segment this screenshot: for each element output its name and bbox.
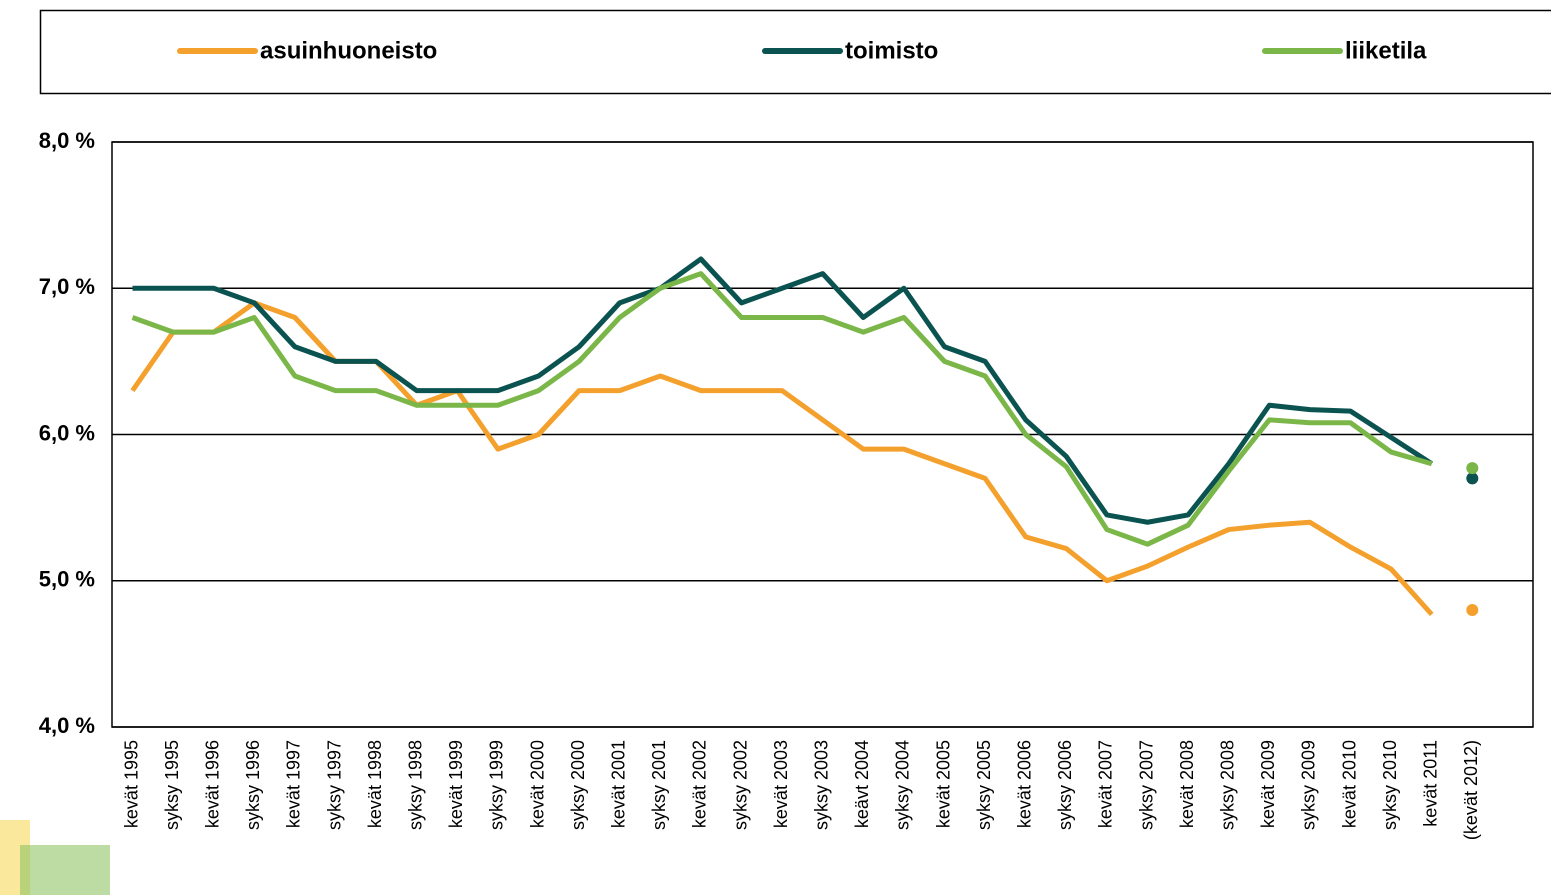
x-tick-label: kevät 2005 — [933, 740, 953, 828]
x-tick-label: syksy 1995 — [162, 740, 182, 830]
x-tick-label: kevät 1997 — [284, 740, 304, 828]
x-tick-label: syksy 2001 — [649, 740, 669, 830]
x-tick-label: syksy 2005 — [974, 740, 994, 830]
line — [131, 271, 1433, 547]
x-tick-label: syksy 2008 — [1217, 740, 1237, 830]
x-tick-label: kevät 2003 — [771, 740, 791, 828]
x-tick-label: kevät 2008 — [1177, 740, 1197, 828]
y-tick-label: 4,0 % — [39, 713, 95, 738]
x-tick-label: keävt 2004 — [852, 740, 872, 828]
point — [1466, 604, 1479, 616]
line — [132, 256, 1434, 525]
x-tick-label: kevät 2010 — [1339, 740, 1359, 828]
x-tick-label: kevät 1996 — [202, 740, 222, 828]
x-tick-label: kevät 2001 — [608, 740, 628, 828]
x-tick-label: kevät 1999 — [446, 740, 466, 828]
x-tick-label: kevät 2000 — [527, 740, 547, 828]
x-tick-label: syksy 2007 — [1136, 740, 1156, 830]
x-tick-label: (kevät 2012) — [1461, 740, 1481, 840]
x-tick-label: syksy 2009 — [1299, 740, 1319, 830]
y-tick-label: 6,0 % — [39, 420, 95, 445]
x-tick-label: kevät 2002 — [690, 740, 710, 828]
x-tick-label: kevät 1998 — [365, 740, 385, 828]
x-tick-label: kevät 1995 — [121, 740, 141, 828]
x-tick-label: syksy 2004 — [893, 740, 913, 830]
x-tick-label: kevät 2007 — [1096, 740, 1116, 828]
legend-label: toimisto — [845, 37, 938, 64]
x-tick-label: syksy 2002 — [730, 740, 750, 830]
x-tick-label: syksy 1998 — [405, 740, 425, 830]
x-tick-label: kevät 2006 — [1014, 740, 1034, 828]
decoration — [20, 845, 110, 895]
x-tick-label: syksy 1997 — [324, 740, 344, 830]
legend-label: asuinhuoneisto — [260, 37, 437, 64]
y-tick-label: 5,0 % — [39, 567, 95, 592]
y-tick-label: 7,0 % — [39, 274, 95, 299]
x-tick-label: kevät 2009 — [1258, 740, 1278, 828]
y-tick-label: 8,0 % — [39, 128, 95, 153]
legend-label: liiketila — [1345, 37, 1427, 64]
x-tick-label: syksy 2000 — [568, 740, 588, 830]
x-tick-label: syksy 2006 — [1055, 740, 1075, 830]
point — [1466, 462, 1479, 475]
x-tick-label: syksy 2003 — [811, 740, 831, 830]
x-tick-label: syksy 1999 — [487, 740, 507, 830]
x-tick-label: kevät 2011 — [1420, 740, 1440, 827]
legend-box — [39, 9, 1551, 95]
x-tick-label: syksy 2010 — [1380, 740, 1400, 830]
x-tick-label: syksy 1996 — [243, 740, 263, 830]
point — [1466, 472, 1479, 485]
